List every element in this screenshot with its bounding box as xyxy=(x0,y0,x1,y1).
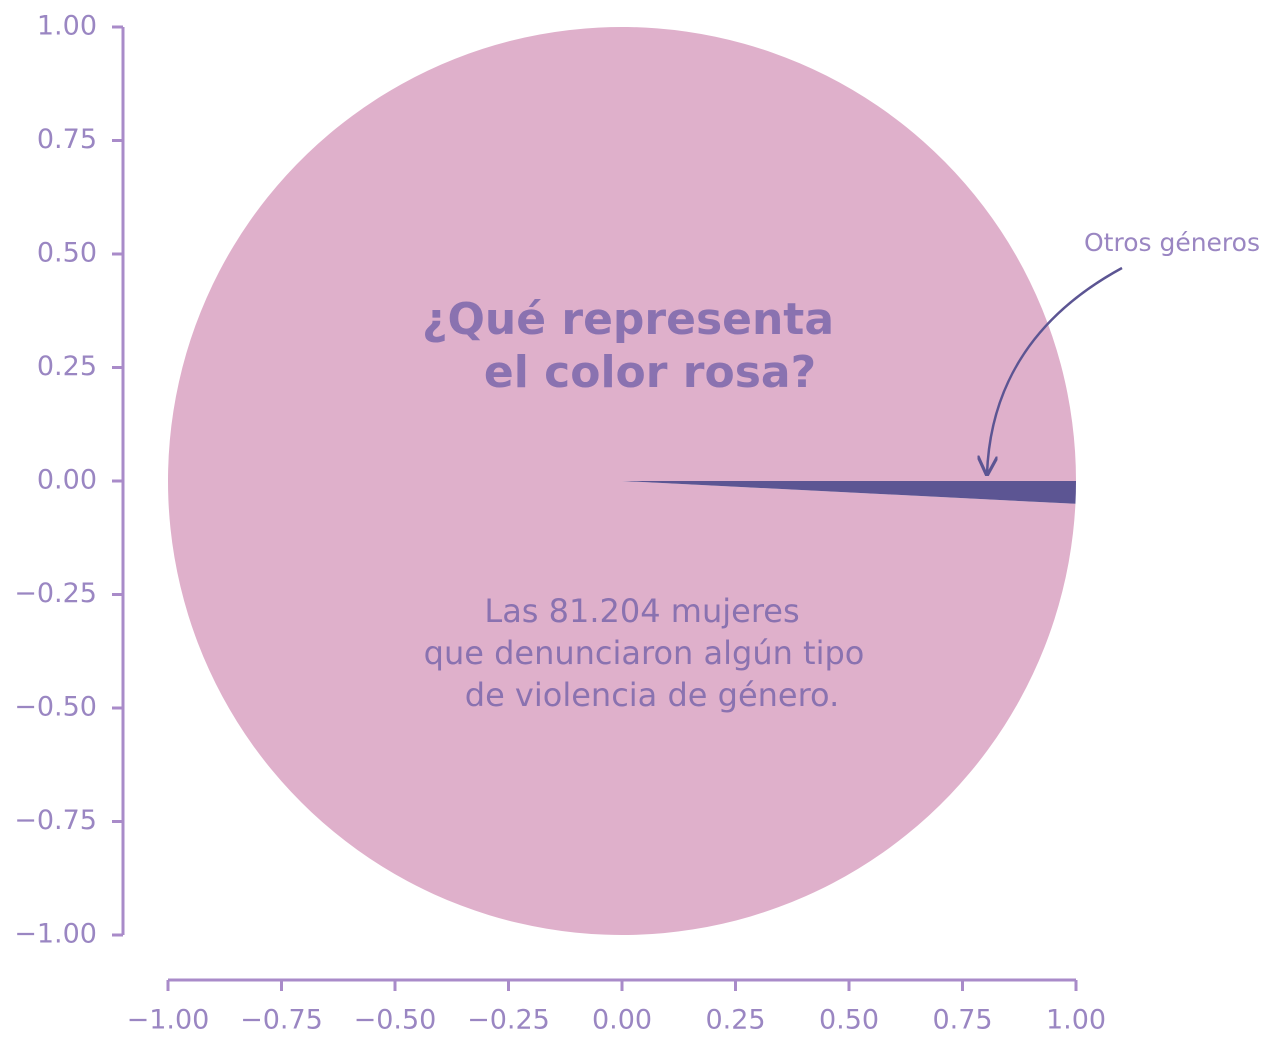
pie-slice xyxy=(622,481,1076,504)
y-tick-label: 0.25 xyxy=(37,351,97,382)
x-tick-label: 0.25 xyxy=(705,1005,765,1036)
y-tick-label: −0.25 xyxy=(14,578,97,609)
y-tick-label: −0.50 xyxy=(14,692,97,723)
center-title: el color rosa? xyxy=(484,347,816,398)
x-tick-label: 0.50 xyxy=(819,1005,879,1036)
annotation-arrow xyxy=(987,266,1123,474)
y-tick-label: −0.75 xyxy=(14,805,97,836)
x-tick-label: −0.75 xyxy=(240,1005,323,1036)
x-tick-label: −0.25 xyxy=(467,1005,550,1036)
x-tick-label: 1.00 xyxy=(1046,1005,1106,1036)
y-tick-label: 0.50 xyxy=(37,238,97,269)
pie-slice xyxy=(168,27,1077,936)
x-tick-label: 0.75 xyxy=(932,1005,992,1036)
y-tick-label: 0.75 xyxy=(37,124,97,155)
y-tick-label: −1.00 xyxy=(14,919,97,950)
x-tick-label: −0.50 xyxy=(354,1005,437,1036)
center-text: que denunciaron algún tipo xyxy=(424,634,865,672)
y-tick-label: 0.00 xyxy=(37,465,97,496)
slice-label: Otros géneros xyxy=(1084,228,1260,257)
pie xyxy=(168,27,1077,936)
x-tick-label: 0.00 xyxy=(592,1005,652,1036)
center-text: Las 81.204 mujeres xyxy=(484,592,799,630)
center-text: de violencia de género. xyxy=(465,676,839,714)
x-tick-label: −1.00 xyxy=(127,1005,210,1036)
center-title: ¿Qué representa xyxy=(422,294,834,345)
y-tick-label: 1.00 xyxy=(37,11,97,42)
